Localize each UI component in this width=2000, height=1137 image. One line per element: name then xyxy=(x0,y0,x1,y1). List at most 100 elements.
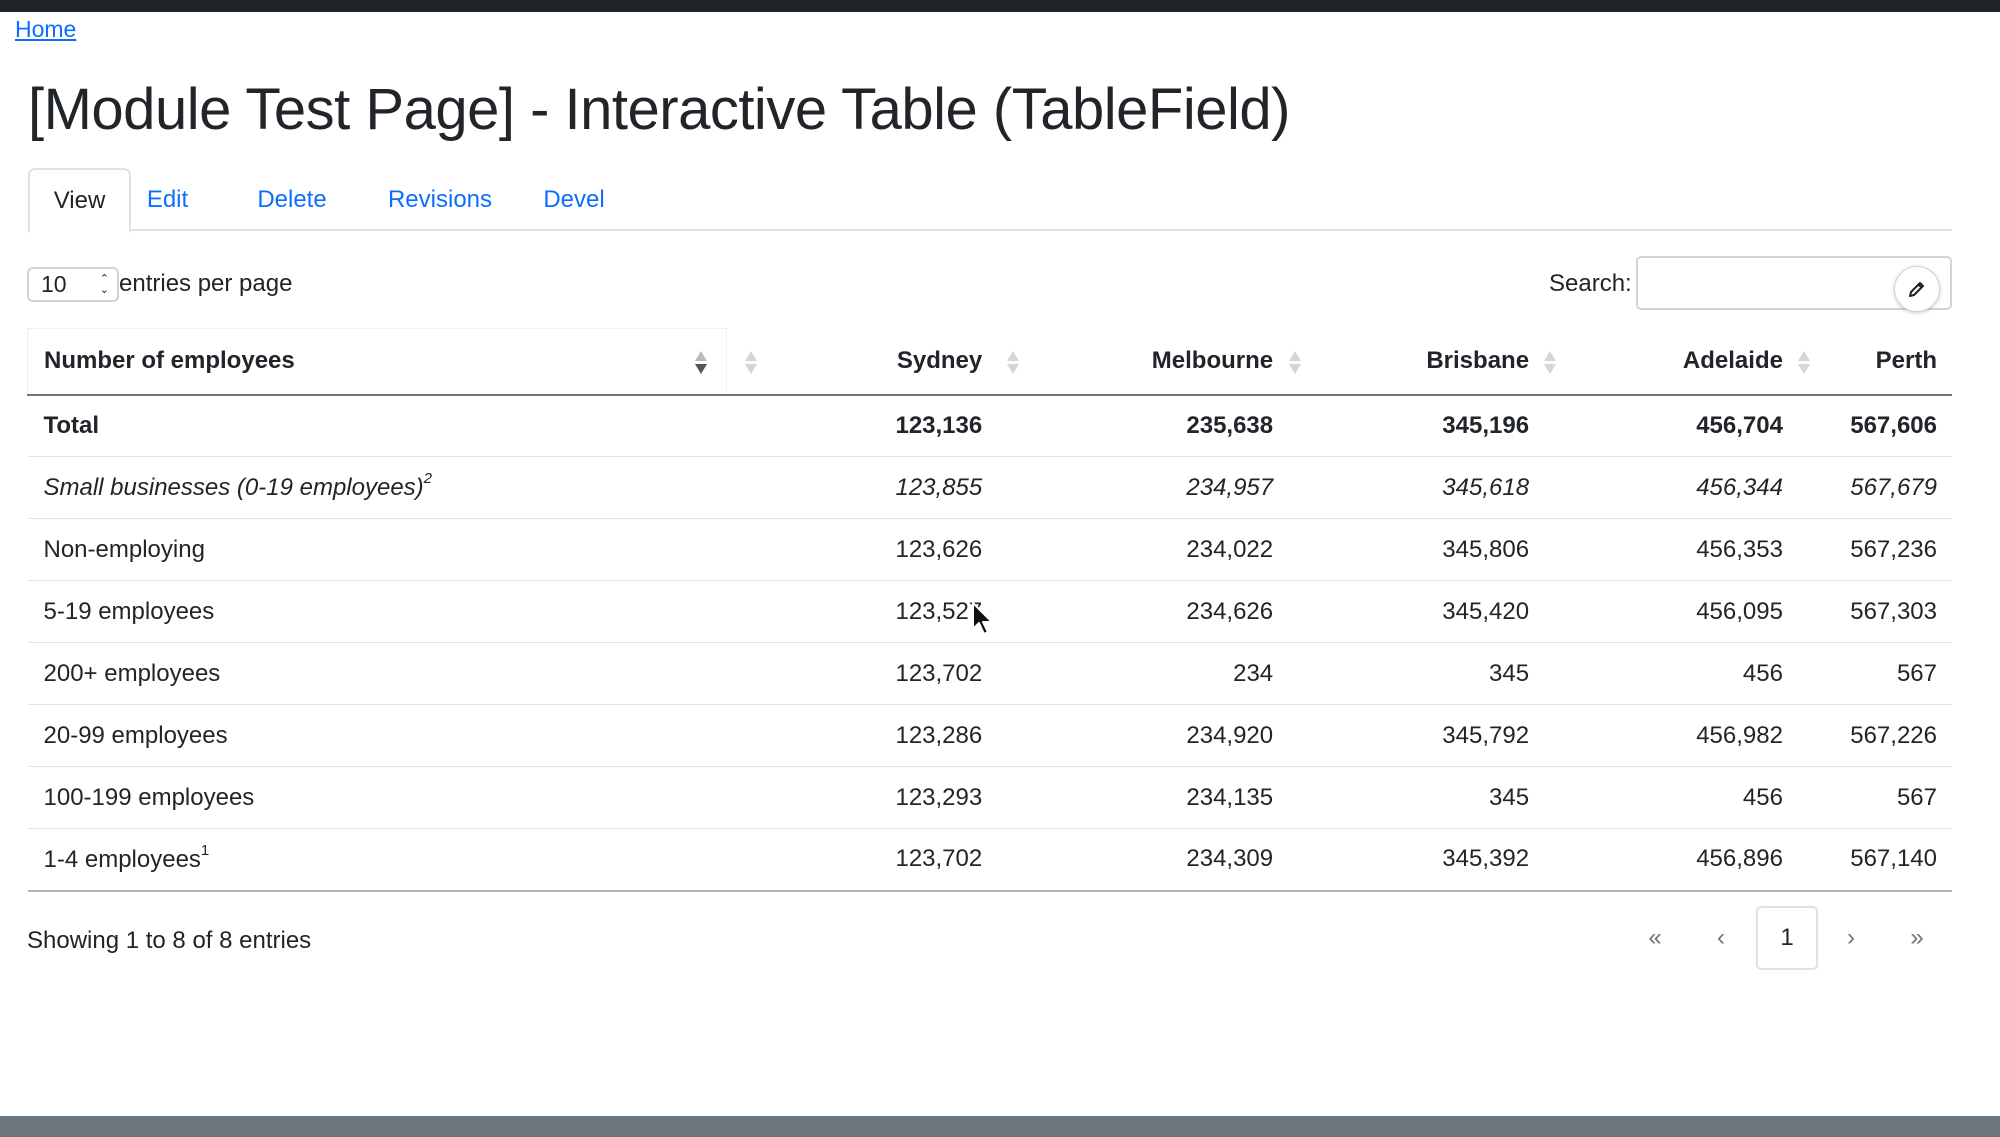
table-cell: 567,606 xyxy=(1850,411,1937,439)
table-cell: 345,420 xyxy=(1442,597,1530,625)
table-cell: 123,527 xyxy=(895,597,983,625)
table-cell: 456,896 xyxy=(1696,845,1783,873)
column-header-melbourne[interactable]: Melbourne xyxy=(997,329,1302,395)
row-label: Non-employing xyxy=(28,519,727,581)
column-header-perth[interactable]: Perth xyxy=(1798,329,1952,395)
row-label-text: 20-99 employees xyxy=(43,721,228,749)
column-header-label: Brisbane xyxy=(1426,347,1530,374)
blank-cell xyxy=(726,767,770,829)
column-header-adelaide[interactable]: Adelaide xyxy=(1544,329,1811,395)
mouse-cursor-icon xyxy=(972,602,993,635)
row-label-text: 100-199 employees xyxy=(43,783,255,811)
row-label: 20-99 employees xyxy=(28,705,727,767)
table-cell: 456,982 xyxy=(1696,721,1783,749)
table-cell: 234,309 xyxy=(1186,845,1274,873)
table-cell: 234,920 xyxy=(1186,721,1274,749)
table-cell: 345,618 xyxy=(1442,473,1530,501)
table-cell: 235,638 xyxy=(1186,411,1274,439)
footer-bar xyxy=(0,1116,2000,1137)
row-label-text: Small businesses (0-19 employees) xyxy=(43,474,424,501)
row-label: Small businesses (0-19 employees)2 xyxy=(28,457,727,519)
table-info: Showing 1 to 8 of 8 entries xyxy=(27,927,312,954)
table-cell: 456 xyxy=(1742,659,1783,687)
column-header-label: Melbourne xyxy=(1151,347,1274,374)
table-cell: 567,140 xyxy=(1850,845,1937,873)
pagination-last[interactable]: » xyxy=(1910,924,1924,951)
table-row: 20-99 employees 123,286 234,920 345,792 456,… xyxy=(27,705,1952,767)
sort-icon xyxy=(695,351,707,375)
table-cell: 234,957 xyxy=(1186,473,1274,501)
table-cell: 345,196 xyxy=(1442,411,1530,439)
primary-tabs: View Edit Delete Revisions Devel xyxy=(28,168,1952,233)
table-cell: 456 xyxy=(1742,783,1783,811)
entries-per-page-label: entries per page xyxy=(119,270,293,297)
table-cell: 345 xyxy=(1489,659,1530,687)
table-cell: 456,353 xyxy=(1696,535,1783,563)
blank-cell xyxy=(726,457,770,519)
table-row: Total 123,136 235,638 345,196 456,704 567,606 xyxy=(27,395,1952,457)
top-bar xyxy=(0,0,2000,12)
sort-icon xyxy=(1289,350,1302,375)
row-label: 100-199 employees xyxy=(28,767,727,829)
blank-cell xyxy=(726,643,770,705)
pagination-first[interactable]: « xyxy=(1648,924,1662,951)
column-header-employees[interactable]: Number of employees xyxy=(27,328,727,395)
column-header-sydney[interactable]: Sydney xyxy=(770,329,1020,395)
home-link[interactable]: Home xyxy=(15,16,77,42)
table-header-row: Number of employees Sydney Melbourne Bri… xyxy=(27,328,1952,395)
table-cell: 567,303 xyxy=(1850,597,1937,625)
row-label-text: 1-4 employees xyxy=(43,845,201,873)
table-row: 5-19 employees 123,527 234,626 345,420 456,0… xyxy=(27,581,1952,643)
table-cell: 567,679 xyxy=(1850,473,1937,501)
table-cell: 345,392 xyxy=(1442,845,1530,873)
pagination-previous[interactable]: ‹ xyxy=(1717,924,1725,951)
table-cell: 567 xyxy=(1896,783,1937,811)
tab-devel[interactable]: Devel xyxy=(543,185,605,213)
table-cell: 456,344 xyxy=(1696,473,1783,501)
table-cell: 234,626 xyxy=(1186,597,1274,625)
table-cell: 345,792 xyxy=(1442,721,1530,749)
table-cell: 567,236 xyxy=(1850,535,1937,563)
tab-edit[interactable]: Edit xyxy=(146,185,189,213)
table-cell: 456,095 xyxy=(1696,597,1783,625)
table-row: Small businesses (0-19 employees)2 123,85… xyxy=(27,457,1952,519)
table-cell: 345 xyxy=(1489,783,1530,811)
search-label: Search: xyxy=(1549,270,1632,297)
table-cell: 123,136 xyxy=(895,411,983,439)
table-cell: 567,226 xyxy=(1850,721,1937,749)
sort-icon xyxy=(744,350,757,375)
table-cell: 123,855 xyxy=(895,473,983,501)
table-cell: 123,626 xyxy=(895,535,983,563)
select-arrows-icon: ⌃ ⌄ xyxy=(99,272,109,296)
table-cell: 456,704 xyxy=(1696,411,1783,439)
blank-cell xyxy=(726,829,770,891)
tab-delete[interactable]: Delete xyxy=(257,185,327,213)
page-title: [Module Test Page] - Interactive Table (… xyxy=(28,77,1290,142)
pagination-current-page[interactable]: 1 xyxy=(1756,906,1818,970)
tab-view[interactable]: View xyxy=(28,168,131,233)
column-header-blank[interactable] xyxy=(726,329,770,395)
table-cell: 234 xyxy=(1233,659,1274,687)
column-header-label: Adelaide xyxy=(1682,347,1783,374)
row-label-text: 5-19 employees xyxy=(43,597,215,625)
column-header-label: Number of employees xyxy=(44,347,295,375)
table-cell: 123,293 xyxy=(895,783,983,811)
footnote-marker: 2 xyxy=(423,470,433,487)
table-row: Non-employing 123,626 234,022 345,806 456,35… xyxy=(27,519,1952,581)
table-row: 1-4 employees1 123,702 234,309 345,392 456,8… xyxy=(27,829,1952,891)
entries-per-page-value: 10 xyxy=(41,270,67,297)
sort-icon xyxy=(1007,350,1020,375)
table-cell: 123,286 xyxy=(895,721,983,749)
entries-per-page-select[interactable]: 10 ⌃ ⌄ xyxy=(27,266,119,302)
employees-table: Number of employees Sydney Melbourne Bri… xyxy=(27,328,1952,892)
column-header-label: Sydney xyxy=(896,347,983,374)
blank-cell xyxy=(726,705,770,767)
footnote-marker: 1 xyxy=(200,841,210,859)
pagination-next[interactable]: › xyxy=(1847,924,1855,951)
row-label: 5-19 employees xyxy=(28,581,727,643)
column-header-brisbane[interactable]: Brisbane xyxy=(1288,329,1557,395)
edit-button[interactable] xyxy=(1894,266,1940,312)
tab-revisions[interactable]: Revisions xyxy=(387,185,493,213)
row-label-text: Non-employing xyxy=(43,535,205,563)
sort-icon xyxy=(1798,350,1811,375)
